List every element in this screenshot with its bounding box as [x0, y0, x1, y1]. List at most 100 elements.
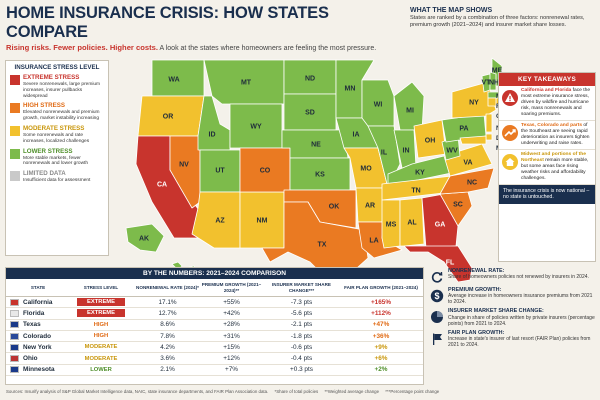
state-label-al: AL	[407, 220, 417, 227]
table-row: Florida EXTREME 12.7% +42% -5.6 pts +112%	[6, 308, 423, 320]
state-md	[459, 135, 487, 145]
state-label-oh: OH	[425, 138, 436, 145]
key-takeaways: KEY TAKEAWAYS California and Florida fac…	[498, 72, 596, 262]
what-map-shows-title: WHAT THE MAP SHOWS	[410, 7, 493, 14]
legend-swatch	[10, 75, 20, 85]
state-label-vt: VT	[482, 80, 492, 87]
state-label-ia: IA	[353, 132, 360, 139]
legend-swatch	[10, 103, 20, 114]
takeaway-text: California and Florida face the most ext…	[521, 88, 592, 118]
stress-badge: MODERATE	[84, 344, 118, 351]
fair-cell: +9%	[374, 343, 388, 351]
pie-icon	[431, 311, 443, 324]
legend-desc: Some nonrenewals and rate increases, loc…	[23, 132, 90, 144]
state-cell: California	[6, 298, 66, 306]
takeaway-body: face the most extreme insurance stress, …	[521, 88, 591, 117]
state-name: Texas	[23, 321, 41, 329]
table-row: Minnesota LOWER 2.1% +7% +0.3 pts +2%	[6, 365, 423, 377]
col-header: STATE	[30, 284, 46, 290]
col-header: INSURER MARKET SHARE CHANGE***	[272, 281, 331, 293]
warning-icon	[502, 90, 518, 106]
takeaway-text: Midwest and portions of the Northeast re…	[521, 152, 592, 182]
state-tx	[261, 201, 369, 282]
state-label-ms: MS	[386, 222, 397, 229]
stress-badge: MODERATE	[84, 355, 118, 362]
table-row: Texas HIGH 8.6% +28% -2.1 pts +47%	[6, 320, 423, 331]
fair-cell: +6%	[374, 355, 388, 363]
fair-cell: +36%	[372, 332, 390, 340]
sources-text: Sources: Insurify analysis of S&P Global…	[6, 389, 269, 394]
state-label-ky: KY	[415, 170, 425, 177]
sources-footnote: Sources: Insurify analysis of S&P Global…	[6, 389, 444, 394]
definition-item: $ PREMIUM GROWTH: Average increase in hom…	[430, 287, 596, 305]
state-ms	[381, 199, 401, 249]
stress-badge: HIGH	[93, 321, 109, 328]
nonrenewal-cell: 12.7%	[158, 309, 177, 317]
takeaway-body: remain more stable, but some areas face …	[521, 158, 589, 181]
state-label-pa: PA	[459, 126, 468, 133]
state-ct	[487, 97, 497, 107]
fair-cell: +47%	[372, 321, 390, 329]
footnote-2: **Weighted average change	[324, 389, 380, 394]
table-body: California EXTREME 17.1% +55% -7.3 pts +165% F…	[6, 297, 423, 377]
state-label-tx: TX	[318, 242, 327, 249]
premium-cell: +42%	[223, 309, 240, 317]
premium-cell: +31%	[223, 332, 240, 340]
level-cell: EXTREME	[66, 298, 136, 307]
takeaway-lead: Texas, Colorado and parts	[521, 123, 583, 128]
level-cell: MODERATE	[66, 343, 136, 351]
stress-legend: INSURANCE STRESS LEVEL EXTREME STRESS Sev…	[5, 60, 109, 256]
state-cell: Texas	[6, 321, 66, 329]
state-name: California	[23, 298, 53, 306]
table-row: California EXTREME 17.1% +55% -7.3 pts +165%	[6, 297, 423, 309]
state-flag-icon	[10, 366, 19, 374]
state-label-va: VA	[463, 160, 472, 167]
fair-cell: +112%	[371, 309, 391, 317]
state-flag-icon	[10, 343, 19, 351]
page-subtitle: Rising risks. Fewer policies. Higher cos…	[6, 43, 406, 52]
state-label-fl: FL	[446, 260, 455, 267]
state-label-nd: ND	[305, 76, 315, 83]
col-header: NONRENEWAL RATE (2024)*	[136, 284, 199, 290]
share-cell: -0.4 pts	[290, 355, 313, 363]
table-row: Colorado HIGH 7.8% +31% -1.8 pts +36%	[6, 331, 423, 343]
state-nv	[169, 135, 201, 209]
state-label-ny: NY	[469, 100, 479, 107]
fair-cell: +165%	[370, 298, 392, 306]
share-cell: -1.8 pts	[290, 332, 313, 340]
state-label-me: ME	[492, 68, 502, 75]
state-label-mn: MN	[345, 86, 356, 93]
col-header: PREMIUM GROWTH (2021–2024)**	[201, 281, 262, 293]
takeaway-lead: Midwest and portions of the Northeast	[521, 152, 586, 163]
state-label-wi: WI	[374, 102, 383, 109]
level-cell: EXTREME	[66, 309, 136, 318]
state-flag-icon	[10, 298, 19, 306]
nonrenewal-cell: 8.6%	[160, 321, 175, 329]
what-map-shows-text: States are ranked by a combination of th…	[410, 15, 585, 28]
definition-term: PREMIUM GROWTH:	[448, 287, 502, 293]
what-map-shows: WHAT THE MAP SHOWS States are ranked by …	[410, 7, 596, 29]
state-label-wv: WV	[446, 148, 458, 155]
key-takeaways-title: KEY TAKEAWAYS	[499, 73, 595, 86]
footnote-1: *Share of total policies	[274, 389, 319, 394]
svg-text:$: $	[434, 291, 439, 301]
table-row: Ohio MODERATE 3.6% +12% -0.4 pts +6%	[6, 353, 423, 365]
state-label-wa: WA	[168, 77, 179, 84]
state-label-ak: AK	[139, 236, 149, 243]
nonrenewal-cell: 17.1%	[158, 298, 177, 306]
definition-term: NONRENEWAL RATE:	[448, 268, 505, 274]
definition-text: Increase in state's insurer of last reso…	[448, 336, 591, 349]
col-header: STRESS LEVEL	[83, 284, 119, 290]
state-label-ne: NE	[311, 142, 321, 149]
conclusion-text: The insurance crisis is now national – n…	[503, 188, 590, 201]
state-cell: Colorado	[6, 332, 66, 340]
state-flag-icon	[10, 309, 19, 317]
definition-term: INSURER MARKET SHARE CHANGE:	[448, 308, 544, 315]
legend-swatch	[10, 148, 20, 159]
state-cell: New York	[6, 343, 66, 351]
definition-item: INSURER MARKET SHARE CHANGE: Change in sh…	[430, 308, 596, 327]
definitions: NONRENEWAL RATE: Share of homeowners poli…	[430, 268, 596, 385]
level-cell: MODERATE	[66, 355, 136, 363]
share-cell: -5.6 pts	[290, 309, 313, 317]
state-flag-icon	[10, 355, 19, 363]
